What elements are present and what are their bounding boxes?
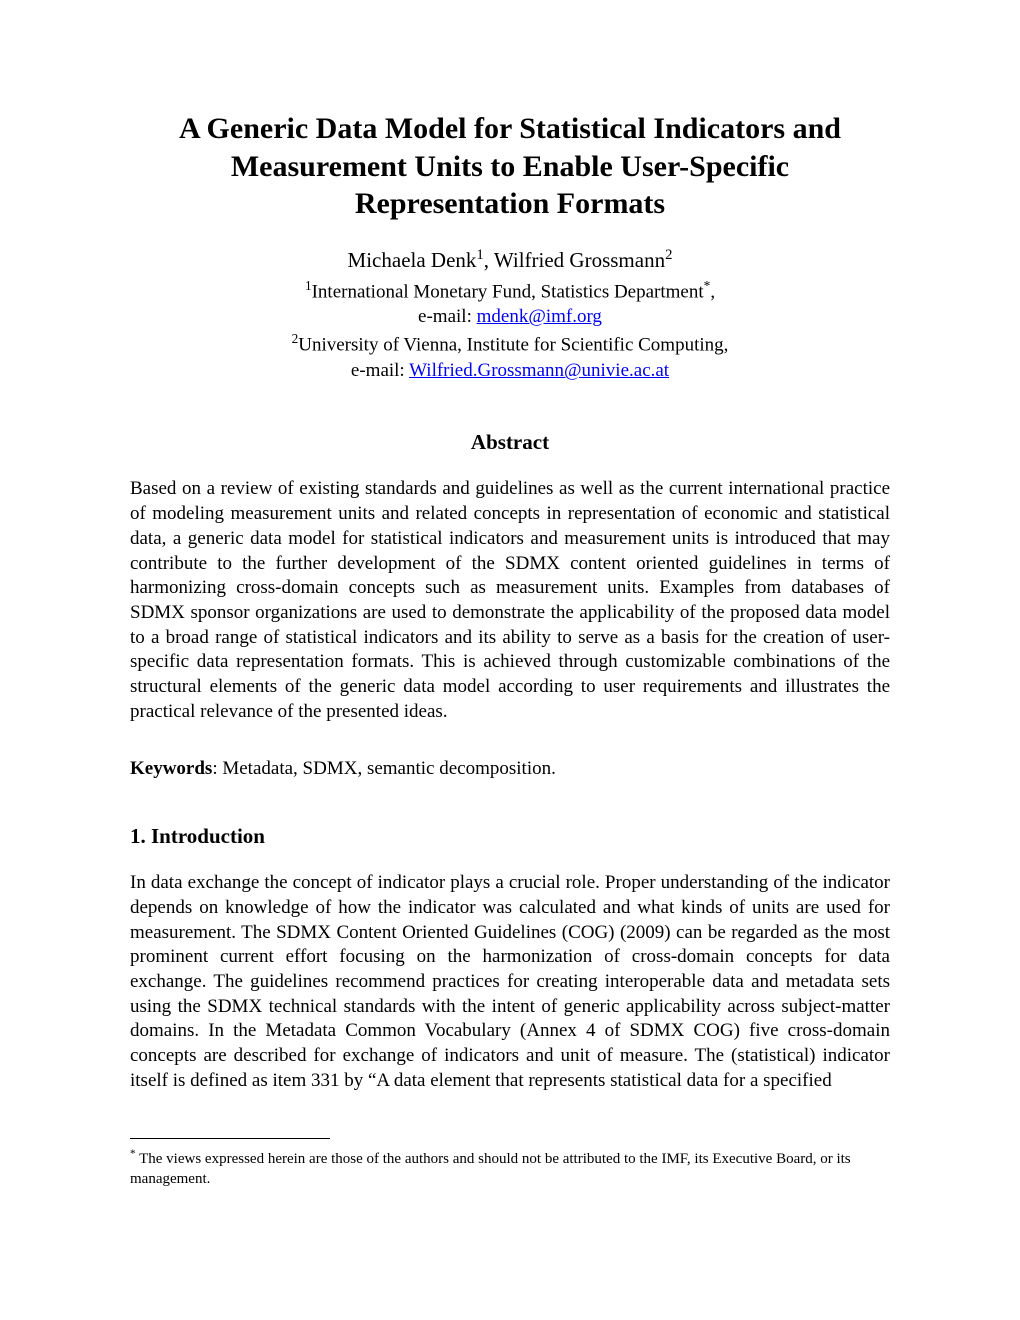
abstract-heading: Abstract xyxy=(130,430,890,455)
affiliation-2: 2University of Vienna, Institute for Sci… xyxy=(130,330,890,358)
aff1-trail: , xyxy=(710,281,715,302)
footnote-separator xyxy=(130,1138,330,1139)
section-1-body: In data exchange the concept of indicato… xyxy=(130,871,890,1093)
author-2-name: Wilfried Grossmann xyxy=(494,248,665,272)
authors-sep: , xyxy=(484,248,494,272)
aff1-email-link[interactable]: mdenk@imf.org xyxy=(477,306,602,327)
section-1-heading: 1. Introduction xyxy=(130,824,890,849)
aff2-email-link[interactable]: Wilfried.Grossmann@univie.ac.at xyxy=(409,360,669,381)
aff1-sup: 1 xyxy=(305,278,312,293)
aff1-email-label: e-mail: xyxy=(418,306,477,327)
aff2-text: University of Vienna, Institute for Scie… xyxy=(298,335,728,356)
aff1-email-line: e-mail: mdenk@imf.org xyxy=(130,306,890,328)
aff2-email-line: e-mail: Wilfried.Grossmann@univie.ac.at xyxy=(130,360,890,382)
keywords-line: Keywords: Metadata, SDMX, semantic decom… xyxy=(130,758,890,780)
keywords-text: Metadata, SDMX, semantic decomposition. xyxy=(222,758,556,779)
keywords-label: Keywords xyxy=(130,758,212,779)
author-1-name: Michaela Denk xyxy=(348,248,477,272)
aff1-text: International Monetary Fund, Statistics … xyxy=(312,281,704,302)
abstract-body: Based on a review of existing standards … xyxy=(130,477,890,724)
author-1-sup: 1 xyxy=(476,247,483,263)
aff2-email-label: e-mail: xyxy=(351,360,409,381)
keywords-sep: : xyxy=(212,758,222,779)
footnote: * The views expressed herein are those o… xyxy=(130,1147,890,1190)
affiliation-1: 1International Monetary Fund, Statistics… xyxy=(130,277,890,305)
authors-line: Michaela Denk1, Wilfried Grossmann2 xyxy=(130,247,890,273)
paper-title: A Generic Data Model for Statistical Ind… xyxy=(130,110,890,223)
author-2-sup: 2 xyxy=(665,247,672,263)
footnote-text: The views expressed herein are those of … xyxy=(130,1151,851,1187)
